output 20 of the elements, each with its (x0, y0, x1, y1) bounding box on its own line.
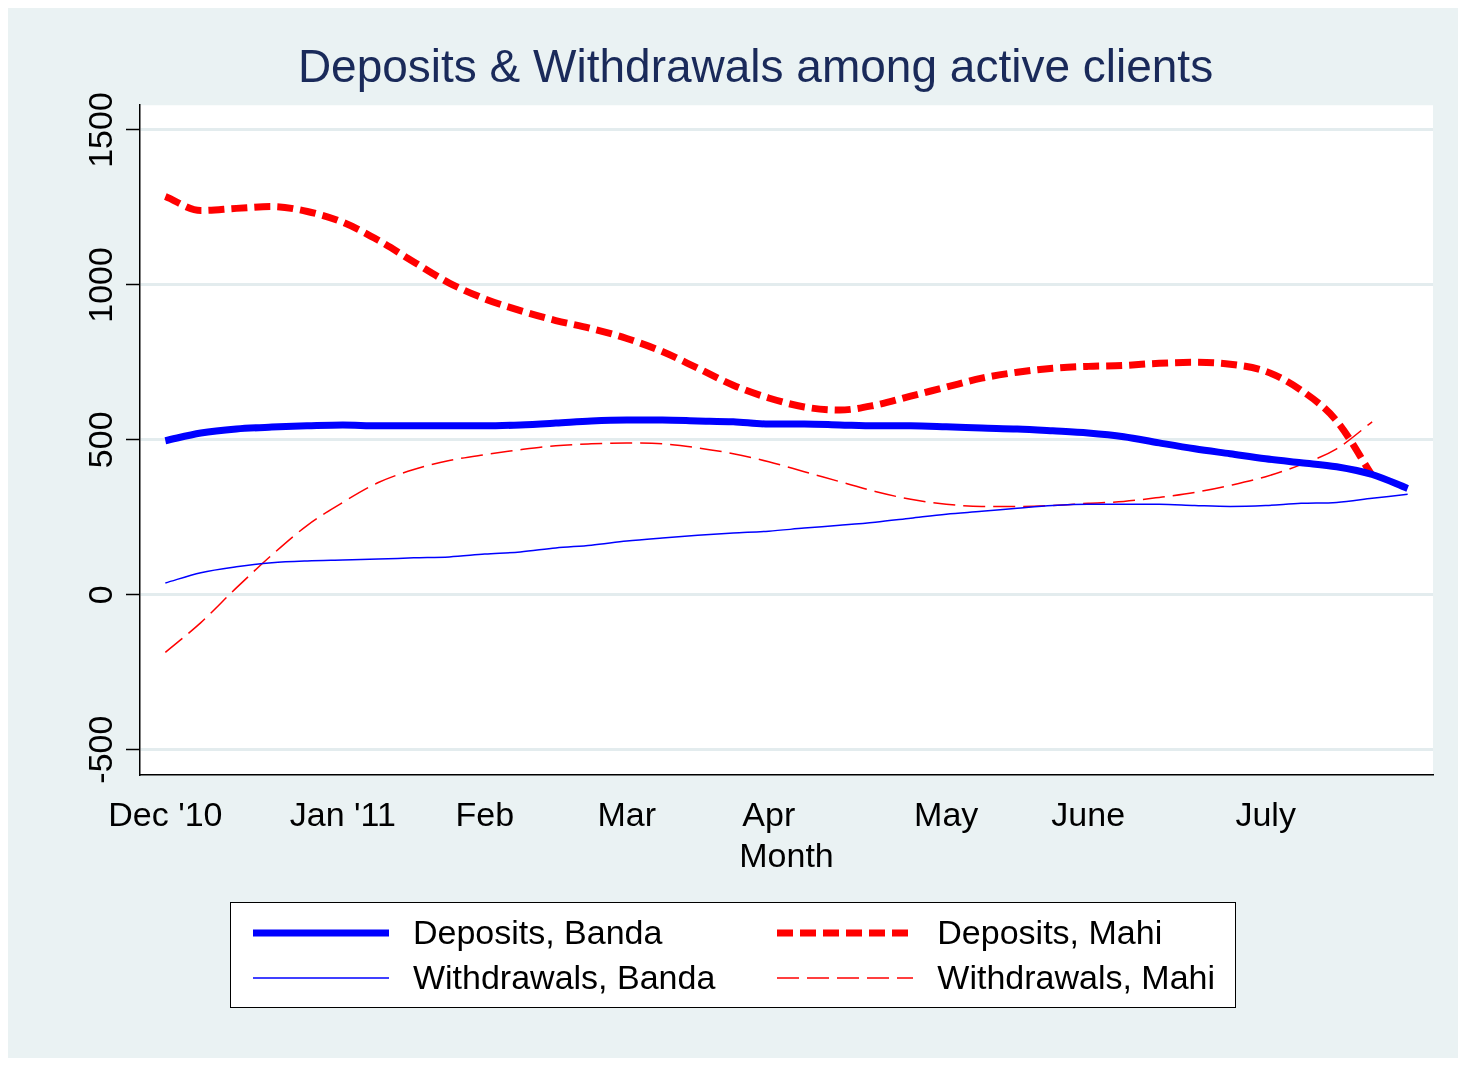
y-tick-label: 1500 (81, 92, 120, 168)
legend-label: Withdrawals, Banda (412, 958, 716, 997)
x-tick-label: May (914, 795, 979, 834)
x-axis-title: Month (739, 835, 834, 874)
x-tick-label: Feb (455, 795, 515, 834)
line-series (164, 493, 1409, 584)
chart-title: Deposits & Withdrawals among active clients (297, 40, 1214, 93)
x-tick-label: June (1051, 795, 1126, 834)
legend-label: Deposits, Mahi (937, 913, 1163, 952)
legend-label: Withdrawals, Mahi (937, 958, 1216, 997)
y-tick-label: 500 (81, 411, 120, 469)
x-tick-label: Mar (597, 795, 657, 834)
x-tick-label: Apr (742, 795, 796, 834)
legend-label: Deposits, Banda (412, 913, 663, 952)
x-tick-label: Dec '10 (108, 795, 223, 834)
y-tick-label: -500 (81, 715, 120, 784)
y-tick-label: 1000 (81, 247, 120, 323)
y-tick-label: 0 (81, 585, 120, 605)
x-tick-label: Jan '11 (289, 795, 396, 834)
x-tick-label: July (1235, 795, 1296, 834)
